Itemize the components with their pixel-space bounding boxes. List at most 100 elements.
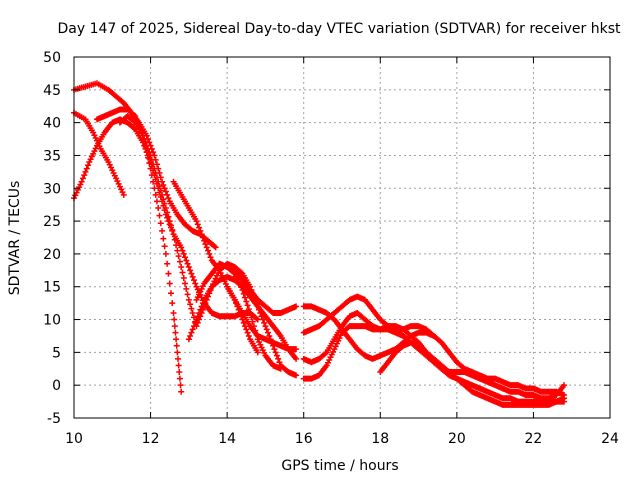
data-point (153, 174, 160, 181)
data-point (293, 303, 300, 310)
data-point (172, 329, 179, 336)
data-point (173, 242, 180, 249)
data-point (156, 183, 163, 190)
data-point (162, 188, 169, 195)
plot-frame (73, 56, 611, 419)
y-tick-label: 45 (43, 83, 61, 99)
data-point (147, 152, 154, 159)
data-point (234, 303, 241, 310)
data-point (185, 296, 192, 303)
data-point (142, 139, 149, 146)
data-point (179, 269, 186, 276)
data-point (293, 346, 300, 353)
data-point (83, 165, 90, 172)
y-axis-label: SDTVAR / TECUs (7, 181, 23, 296)
data-point (85, 162, 92, 169)
data-point (189, 309, 196, 316)
data-point (561, 398, 568, 405)
data-point (271, 346, 278, 353)
data-point (180, 274, 187, 281)
x-tick-label: 16 (295, 431, 313, 447)
data-point (253, 331, 260, 338)
data-point (157, 220, 164, 227)
data-point (120, 191, 127, 198)
data-point (261, 319, 268, 326)
data-point (160, 196, 167, 203)
y-tick-label: 50 (43, 50, 61, 66)
data-point (166, 280, 173, 287)
data-point (275, 355, 282, 362)
data-point (177, 382, 184, 389)
data-point (192, 280, 199, 287)
data-point (141, 136, 148, 143)
data-point (243, 298, 250, 305)
data-point (199, 234, 206, 241)
data-point (188, 270, 195, 277)
data-point (150, 161, 157, 168)
data-point (233, 300, 240, 307)
data-point (161, 185, 168, 192)
axes: 10 12 14 16 18 20 22 24 -5 0 5 10 15 20 25 30 35 40 45 50 (43, 50, 619, 447)
data-point (145, 145, 152, 152)
data-point (173, 336, 180, 343)
series-track-15 (377, 339, 568, 402)
data-point (293, 372, 300, 379)
data-point (252, 327, 259, 334)
series-track-14 (300, 323, 568, 408)
data-point (81, 172, 88, 179)
data-point (194, 221, 201, 228)
data-point (175, 362, 182, 369)
data-point (254, 349, 261, 356)
chart-title: Day 147 of 2025, Sidereal Day-to-day VTE… (58, 21, 621, 37)
x-tick-label: 10 (65, 431, 83, 447)
data-point (180, 250, 187, 257)
data-point (212, 244, 219, 251)
data-point (146, 149, 153, 156)
data-point (143, 142, 150, 149)
data-point (182, 280, 189, 287)
data-point (159, 191, 166, 198)
data-point (197, 227, 204, 234)
x-tick-label: 18 (371, 431, 389, 447)
x-axis-label: GPS time / hours (281, 458, 398, 474)
data-point (183, 257, 190, 264)
data-point (175, 355, 182, 362)
y-tick-label: -5 (47, 411, 61, 427)
data-point (277, 365, 284, 372)
data-point (166, 218, 173, 225)
data-point (259, 316, 266, 323)
data-point (184, 291, 191, 298)
data-point (176, 375, 183, 382)
data-point (183, 285, 190, 292)
data-point (242, 323, 249, 330)
data-point (162, 204, 169, 211)
data-point (152, 191, 159, 198)
data-point (188, 305, 195, 312)
data-point (132, 113, 139, 120)
data-point (192, 319, 199, 326)
data-point (184, 260, 191, 267)
data-point (197, 306, 204, 313)
data-point (152, 169, 159, 176)
data-point (254, 316, 261, 323)
data-point (161, 243, 168, 250)
data-point (276, 359, 283, 366)
data-point (171, 323, 178, 330)
data-points-layer (71, 80, 568, 408)
data-point (231, 296, 238, 303)
data-point (561, 382, 568, 389)
data-point (139, 132, 146, 139)
data-point (165, 270, 172, 277)
data-point (273, 352, 280, 359)
data-point (199, 300, 206, 307)
x-tick-label: 12 (142, 431, 160, 447)
data-point (198, 231, 205, 238)
data-point (243, 326, 250, 333)
y-tick-label: 20 (43, 247, 61, 263)
y-tick-label: 35 (43, 148, 61, 164)
data-point (146, 160, 153, 167)
data-point (189, 326, 196, 333)
data-point (190, 323, 197, 330)
data-point (155, 178, 162, 185)
data-point (156, 212, 163, 219)
